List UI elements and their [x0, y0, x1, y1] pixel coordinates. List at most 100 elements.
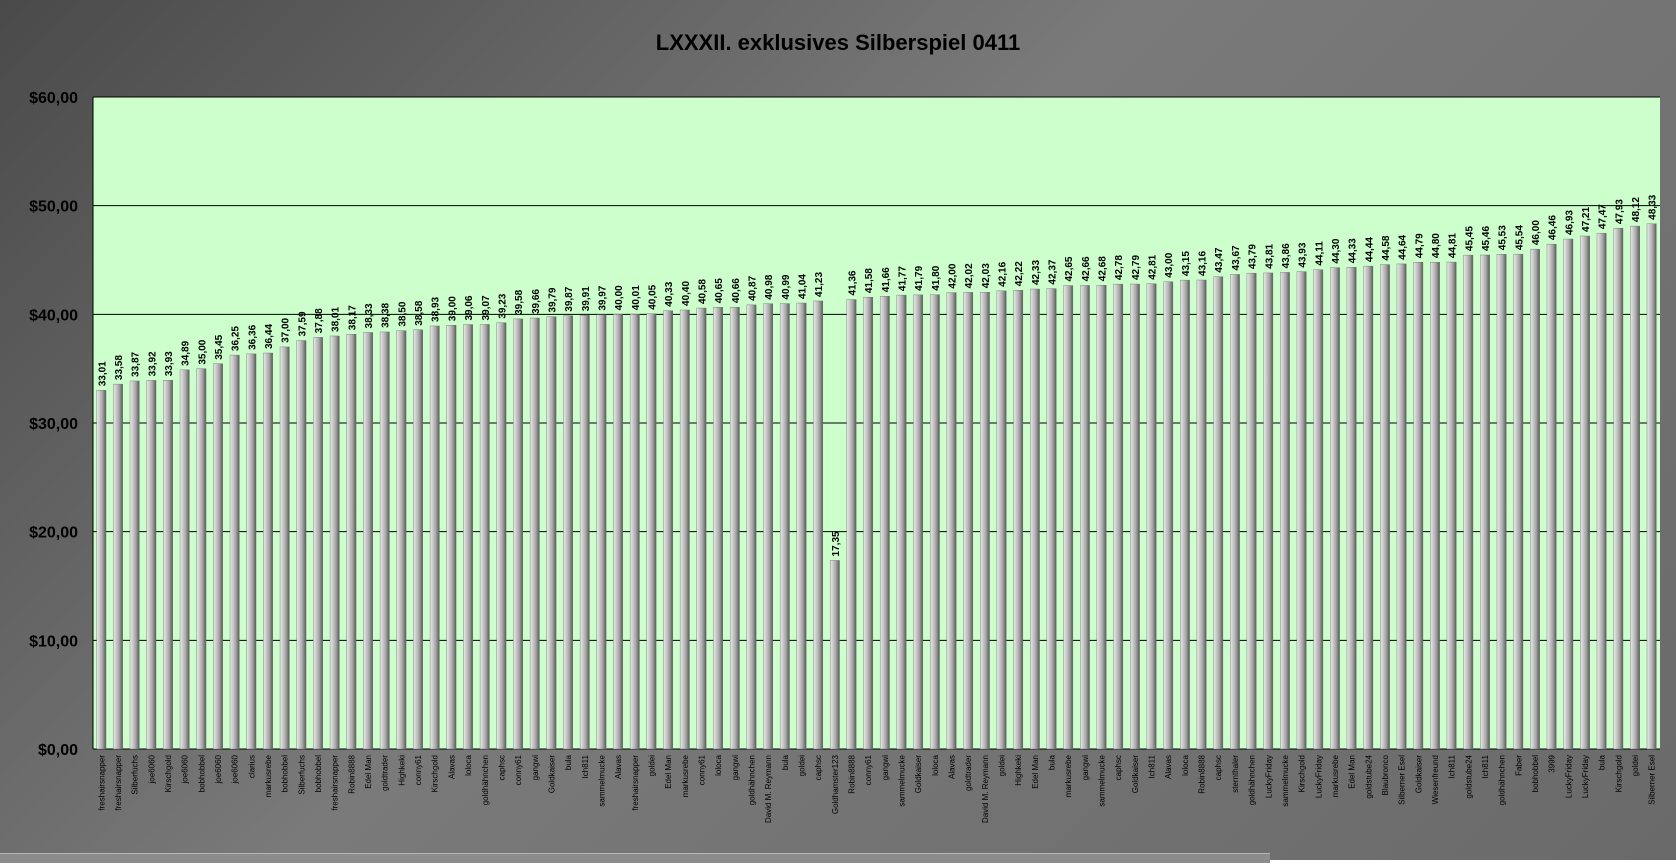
bar [1330, 267, 1340, 750]
data-label: 42,66 [1081, 256, 1092, 281]
x-tick-label: LuckyFriday [1564, 755, 1573, 798]
data-label: 44,30 [1331, 238, 1342, 263]
data-label: 42,65 [1064, 256, 1075, 281]
data-label: 42,33 [1031, 260, 1042, 285]
bar [529, 317, 540, 750]
data-label: 41,80 [931, 265, 942, 290]
bar [1313, 269, 1324, 750]
horizontal-scrollbar[interactable] [0, 853, 1270, 863]
bar [1046, 288, 1057, 750]
data-label: 39,79 [547, 287, 558, 312]
x-tick-label: conny61 [864, 754, 873, 785]
data-label: 47,21 [1581, 207, 1592, 232]
bar [1480, 254, 1490, 750]
data-label: 46,46 [1548, 215, 1559, 240]
bar [829, 560, 840, 750]
x-tick-label: Goldkaiser [914, 755, 923, 794]
x-tick-label: goldtrader [381, 755, 390, 791]
data-label: 47,47 [1598, 204, 1609, 229]
data-label: 41,66 [881, 267, 892, 292]
bar [1263, 272, 1274, 750]
x-tick-label: Silberner Esel [1398, 755, 1407, 805]
bar [429, 325, 440, 750]
data-label: 39,97 [597, 285, 608, 310]
bar [163, 380, 173, 750]
x-tick-label: LuckyFriday [1264, 755, 1273, 798]
x-tick-label: goldei [998, 755, 1007, 777]
bar [379, 331, 390, 750]
data-label: 39,00 [447, 296, 458, 321]
data-label: 44,80 [1431, 233, 1442, 258]
bar [746, 304, 757, 750]
bar [1380, 264, 1390, 750]
data-label: 33,01 [97, 361, 108, 386]
data-labels: 33,01 33,58 33,87 33,92 33,93 34,89 35,00 35,45… [97, 194, 1658, 556]
data-label: 43,16 [1198, 251, 1209, 276]
bar [96, 390, 107, 750]
bar [579, 315, 590, 750]
bar [1580, 235, 1590, 750]
x-tick-label: loloca [931, 754, 940, 775]
data-label: 43,93 [1298, 242, 1309, 267]
data-label: 33,93 [164, 351, 175, 376]
x-tick-label: markusrebe [1331, 754, 1340, 797]
bar [479, 324, 490, 750]
bar [946, 292, 957, 750]
data-label: 43,47 [1214, 247, 1225, 272]
bar [1546, 243, 1557, 750]
data-label: 46,93 [1564, 210, 1575, 235]
bar [1080, 285, 1090, 750]
y-tick-label: $20,00 [29, 525, 78, 542]
x-tick-label: Goldkaiser [1414, 755, 1423, 794]
bar [1230, 274, 1240, 750]
data-label: 43,67 [1231, 245, 1242, 270]
x-tick-label: caphsc [1114, 755, 1123, 780]
x-tick-label: Ich811 [1481, 754, 1490, 778]
bar [1246, 272, 1257, 750]
bar [1163, 281, 1174, 750]
data-label: 42,78 [1114, 255, 1125, 280]
x-tick-label: bula [564, 754, 573, 770]
x-tick-label: bobhobbel [314, 755, 323, 793]
x-tick-label: bula [781, 754, 790, 770]
x-tick-label: Alavas [614, 755, 623, 779]
bar [813, 300, 824, 750]
x-tick-label: Blaubronco [1381, 754, 1390, 795]
bar [546, 316, 557, 750]
bar [496, 322, 507, 750]
x-tick-label: loloca [1181, 754, 1190, 775]
data-label: 39,58 [514, 289, 525, 314]
x-tick-label: David M. Reymann [764, 755, 773, 823]
x-tick-label: bula [1048, 754, 1057, 770]
x-tick-label: Ich811 [1148, 754, 1157, 778]
bar [913, 294, 924, 750]
x-tick-label: freshairsnapper [331, 755, 340, 811]
x-tick-label: caphsc [1214, 755, 1223, 780]
data-label: 42,81 [1148, 254, 1159, 279]
data-label: 43,81 [1264, 243, 1275, 268]
data-label: 38,58 [414, 300, 425, 325]
data-label: 45,54 [1514, 225, 1525, 250]
x-tick-label: gangwi [881, 755, 890, 781]
x-tick-label: Robin8888 [1198, 754, 1207, 793]
bar [179, 369, 190, 750]
x-tick-label: Kirschgold [1298, 755, 1307, 792]
bar [1113, 283, 1124, 750]
data-label: 33,92 [147, 351, 158, 376]
bar [863, 296, 874, 750]
data-label: 35,45 [214, 334, 225, 359]
data-label: 39,07 [481, 295, 492, 320]
x-tick-label: goldei [647, 755, 656, 777]
x-tick-label: gangwi [531, 755, 540, 781]
bar [696, 307, 707, 750]
x-tick-label: conny61 [697, 754, 706, 785]
data-label: 39,66 [531, 289, 542, 314]
data-label: 48,12 [1631, 197, 1642, 222]
data-label: 39,23 [497, 293, 508, 318]
bar [996, 290, 1007, 750]
x-tick-label: Silberfuchs [297, 755, 306, 795]
bar [1446, 261, 1457, 750]
data-label: 41,77 [898, 266, 909, 291]
bar [629, 314, 640, 750]
